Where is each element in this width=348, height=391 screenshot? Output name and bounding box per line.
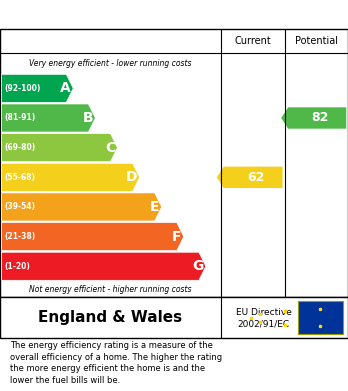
Text: 62: 62 [247, 171, 264, 184]
Text: D: D [126, 170, 137, 184]
Text: (39-54): (39-54) [4, 203, 35, 212]
Polygon shape [1, 222, 184, 251]
Text: Current: Current [235, 36, 271, 47]
Polygon shape [1, 74, 73, 102]
Text: (81-91): (81-91) [4, 113, 35, 122]
Polygon shape [1, 193, 161, 221]
Text: E: E [150, 200, 159, 214]
Text: G: G [192, 259, 204, 273]
Text: Not energy efficient - higher running costs: Not energy efficient - higher running co… [29, 285, 192, 294]
Text: (69-80): (69-80) [4, 143, 35, 152]
Text: England & Wales: England & Wales [38, 310, 183, 325]
Polygon shape [1, 134, 118, 161]
Polygon shape [217, 167, 283, 188]
Polygon shape [1, 252, 206, 280]
Text: F: F [172, 230, 182, 244]
Text: Potential: Potential [295, 36, 338, 47]
Text: Energy Efficiency Rating: Energy Efficiency Rating [59, 5, 289, 24]
Text: Very energy efficient - lower running costs: Very energy efficient - lower running co… [29, 59, 192, 68]
Polygon shape [1, 163, 140, 191]
Text: The energy efficiency rating is a measure of the
overall efficiency of a home. T: The energy efficiency rating is a measur… [10, 341, 223, 385]
Text: (21-38): (21-38) [4, 232, 35, 241]
Text: A: A [61, 81, 71, 95]
Text: (55-68): (55-68) [4, 173, 35, 182]
Text: 2002/91/EC: 2002/91/EC [238, 319, 290, 328]
Text: 82: 82 [311, 111, 329, 124]
Polygon shape [281, 107, 346, 129]
Text: C: C [105, 141, 116, 155]
Polygon shape [1, 104, 95, 132]
Text: (1-20): (1-20) [4, 262, 30, 271]
Bar [298, 301, 343, 334]
Text: B: B [82, 111, 93, 125]
Text: EU Directive: EU Directive [236, 308, 292, 317]
Text: (92-100): (92-100) [4, 84, 41, 93]
